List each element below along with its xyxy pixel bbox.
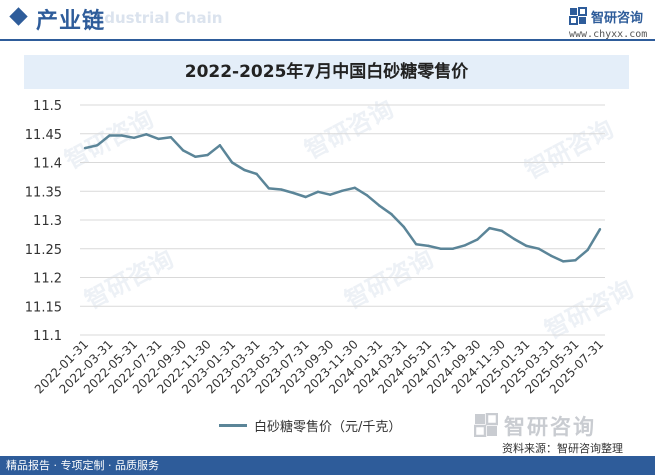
data-point — [537, 247, 540, 250]
data-point — [243, 168, 246, 172]
data-point — [132, 136, 136, 139]
brand-url[interactable]: www.chyxx.com — [569, 29, 648, 40]
brand-logo-icon — [569, 7, 587, 25]
header-divider — [0, 39, 655, 41]
line-chart: 11.1 11.15 11.2 11.25 11.3 11.35 11.4 11.45 11.5… — [25, 99, 606, 396]
data-point — [230, 161, 234, 164]
data-point — [427, 244, 430, 248]
data-point — [586, 248, 589, 252]
data-point — [549, 254, 553, 257]
x-axis-ticks: 2022-01-312022-03-312022-05-312022-07-31… — [32, 337, 606, 396]
y-tick-label: 11.35 — [25, 185, 62, 200]
data-point — [292, 191, 295, 195]
data-point — [365, 194, 369, 197]
chart-title: 2022-2025年7月中国白砂糖零售价 — [184, 62, 469, 82]
footer-logo: 智研咨询 — [474, 411, 634, 439]
data-point — [96, 144, 99, 147]
data-point — [402, 225, 406, 229]
series-group — [83, 133, 602, 263]
page-title: 产业链 — [36, 9, 106, 34]
series-line — [84, 133, 602, 263]
data-point — [316, 190, 320, 194]
legend-swatch — [219, 424, 247, 427]
data-point — [390, 213, 393, 216]
data-point — [341, 189, 344, 192]
data-point — [157, 137, 160, 141]
y-tick-label: 11.1 — [33, 329, 62, 344]
y-tick-label: 11.15 — [25, 300, 62, 315]
data-point — [194, 155, 197, 158]
data-point — [145, 133, 148, 136]
y-tick-label: 11.3 — [33, 214, 62, 229]
data-point — [574, 259, 577, 262]
data-point — [525, 244, 528, 248]
footer-bar: 精品报告 · 专项定制 · 品质服务 — [0, 456, 655, 475]
data-point — [169, 136, 173, 139]
y-tick-label: 11.5 — [33, 99, 62, 114]
data-point — [562, 260, 565, 263]
data-point — [181, 149, 185, 152]
brand-name: 智研咨询 — [591, 11, 644, 26]
data-point — [512, 237, 516, 241]
data-point — [378, 204, 381, 207]
data-point — [439, 247, 442, 250]
footer-slogan: 精品报告 · 专项定制 · 品质服务 — [6, 459, 159, 472]
y-tick-label: 11.25 — [25, 243, 62, 258]
legend: 白砂糖零售价（元/千克） — [0, 414, 655, 436]
data-point — [304, 195, 307, 199]
logo-mark-icon — [474, 413, 498, 437]
data-point — [463, 244, 467, 247]
data-point — [451, 247, 455, 250]
data-point — [598, 228, 602, 231]
data-point — [267, 187, 271, 190]
data-point — [255, 172, 258, 176]
chart-title-bar: 2022-2025年7月中国白砂糖零售价 — [24, 55, 629, 89]
y-tick-label: 11.4 — [33, 157, 62, 172]
source-note: 资料来源：智研咨询整理 — [502, 442, 623, 455]
data-point — [476, 238, 479, 241]
data-point — [279, 188, 283, 191]
y-tick-label: 11.45 — [25, 128, 62, 143]
data-point — [83, 146, 87, 150]
page-header: Industrial Chain 产业链 智研咨询 www.chyxx.com — [0, 0, 655, 41]
legend-label: 白砂糖零售价（元/千克） — [254, 420, 402, 435]
grid-lines — [80, 104, 605, 336]
brand: 智研咨询 www.chyxx.com — [569, 7, 651, 41]
header-watermark: Industrial Chain — [88, 9, 223, 27]
diamond-icon — [9, 7, 28, 26]
data-point — [108, 134, 111, 137]
y-tick-label: 11.2 — [33, 272, 62, 287]
footer-logo-text: 智研咨询 — [504, 415, 596, 439]
data-point — [488, 226, 491, 230]
data-point — [120, 134, 123, 137]
data-point — [353, 186, 356, 189]
y-axis-ticks: 11.1 11.15 11.2 11.25 11.3 11.35 11.4 11.45 11.5 — [25, 99, 62, 344]
data-point — [206, 153, 209, 157]
data-point — [500, 229, 504, 233]
data-point — [218, 144, 222, 147]
data-point — [329, 193, 332, 196]
data-point — [414, 242, 418, 246]
